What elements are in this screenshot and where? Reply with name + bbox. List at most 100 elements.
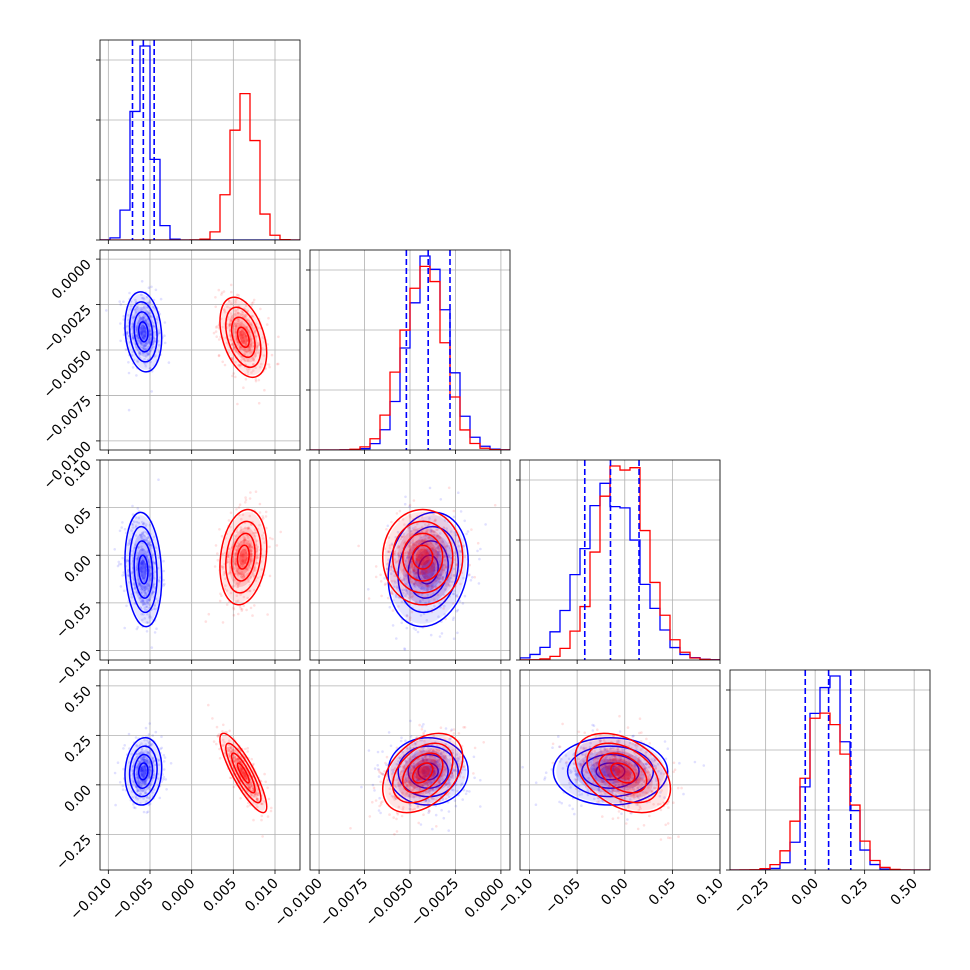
x-tick-label-1-0: −0.0100: [272, 876, 326, 930]
density-red-3: [239, 766, 248, 780]
density-blue-3: [140, 765, 147, 778]
panel-frame-1-1: [309, 249, 511, 451]
tick-marks: [529, 660, 721, 664]
x-tick-label-0-4: 0.010: [242, 876, 282, 916]
y-tick-label-3-0: −0.25: [53, 832, 95, 874]
contour-red-2: [391, 520, 454, 594]
contour-blue-3: [124, 291, 163, 373]
x-tick-label-1-1: −0.0075: [317, 876, 371, 930]
hist-tick-marks: [726, 689, 730, 871]
contour-blue-3: [552, 736, 669, 806]
tick-marks: [107, 240, 276, 244]
x-tick-label-2-3: 0.05: [646, 876, 679, 909]
density-blue-1: [574, 750, 647, 793]
panel-frame-1-0: [99, 249, 301, 451]
panel-frame-2-2: [519, 459, 721, 661]
density-red-0: [221, 299, 266, 376]
grid-lines: [100, 670, 300, 870]
density-red-3: [415, 548, 430, 566]
density-blue-0: [390, 739, 467, 804]
density-red-0: [384, 735, 461, 811]
histogram-blue-0: [100, 45, 300, 240]
panel-1-0: [105, 280, 280, 412]
panel-3-2: [521, 714, 706, 841]
contour-red-1: [230, 752, 256, 794]
x-tick-label-3-0: −0.25: [731, 876, 773, 918]
panel-3-1: [349, 719, 486, 836]
contour-red-3: [219, 732, 268, 814]
contour-red-2: [225, 742, 262, 804]
x-tick-label-3-3: 0.50: [888, 876, 921, 909]
hist-tick-marks: [306, 269, 310, 451]
grid-lines: [100, 250, 300, 450]
x-tick-label-3-1: 0.00: [789, 876, 822, 909]
panel-2-1: [357, 486, 497, 651]
contour-blue-1: [133, 753, 154, 789]
contour-blue-2: [397, 745, 459, 798]
histogram-red-3: [730, 712, 930, 870]
contour-red-1: [230, 316, 256, 359]
density-red-0: [577, 735, 669, 811]
contour-red-0: [411, 762, 434, 784]
density-red-2: [605, 758, 641, 788]
contour-red-0: [411, 544, 434, 570]
hist-tick-marks: [516, 479, 520, 661]
contour-blue-2: [128, 301, 158, 363]
contour-red-3: [219, 508, 268, 606]
x-tick-label-0-2: 0.000: [159, 876, 199, 916]
density-red-1: [228, 748, 258, 798]
contour-red-1: [598, 752, 648, 794]
contour-blue-1: [133, 311, 154, 353]
hist-grid: [730, 689, 930, 811]
contour-blue-3: [124, 736, 163, 806]
density-red-1: [593, 748, 653, 798]
histogram-red-1: [310, 265, 510, 450]
contour-blue-1: [581, 753, 640, 789]
tick-marks: [96, 258, 276, 454]
tick-marks: [96, 459, 276, 664]
density-red-3: [614, 766, 632, 780]
contour-blue-2: [566, 745, 655, 798]
tick-marks: [318, 870, 502, 874]
histogram-red-0: [100, 92, 300, 240]
density-blue-3: [140, 559, 147, 580]
histogram-blue-2: [520, 482, 720, 660]
hist-grid: [100, 59, 300, 181]
x-tick-label-2-2: 0.00: [598, 876, 631, 909]
x-tick-label-3-2: 0.25: [838, 876, 871, 909]
panel-frame-3-0: [99, 669, 301, 871]
contour-blue-1: [133, 540, 154, 599]
density-blue-3: [140, 324, 147, 339]
x-tick-label-2-4: 0.10: [693, 876, 726, 909]
density-red-3: [415, 766, 430, 780]
y-tick-label-2-0: −0.10: [53, 648, 95, 690]
scatter-blue-3-0: [113, 722, 173, 814]
contour-red-0: [610, 762, 636, 784]
density-red-0: [384, 511, 461, 603]
y-tick-label-1-3: −0.0025: [41, 302, 95, 356]
density-blue-0: [125, 739, 161, 804]
y-tick-label-3-2: 0.25: [61, 733, 94, 766]
density-red-2: [234, 758, 253, 788]
contour-red-3: [381, 732, 464, 814]
panel-frame-2-1: [309, 459, 511, 661]
panel-3-0: [113, 703, 273, 838]
density-red-1: [397, 748, 448, 798]
contour-blue-2: [128, 525, 158, 614]
tick-marks: [765, 870, 915, 874]
contour-blue-0: [137, 321, 149, 343]
panel-frame-2-0: [99, 459, 301, 661]
x-tick-label-0-3: 0.005: [200, 876, 240, 916]
contour-red-3: [381, 508, 464, 606]
tick-marks: [318, 660, 502, 664]
y-tick-label-1-4: 0.0000: [49, 257, 95, 303]
contour-red-0: [236, 544, 250, 570]
contour-blue-3: [387, 736, 469, 806]
contour-red-1: [401, 752, 444, 794]
grid-lines: [310, 670, 510, 870]
contour-red-0: [236, 762, 250, 784]
grid-lines: [529, 460, 721, 660]
contour-red-3: [219, 296, 268, 379]
contour-red-1: [401, 532, 444, 582]
contour-blue-1: [407, 540, 449, 599]
